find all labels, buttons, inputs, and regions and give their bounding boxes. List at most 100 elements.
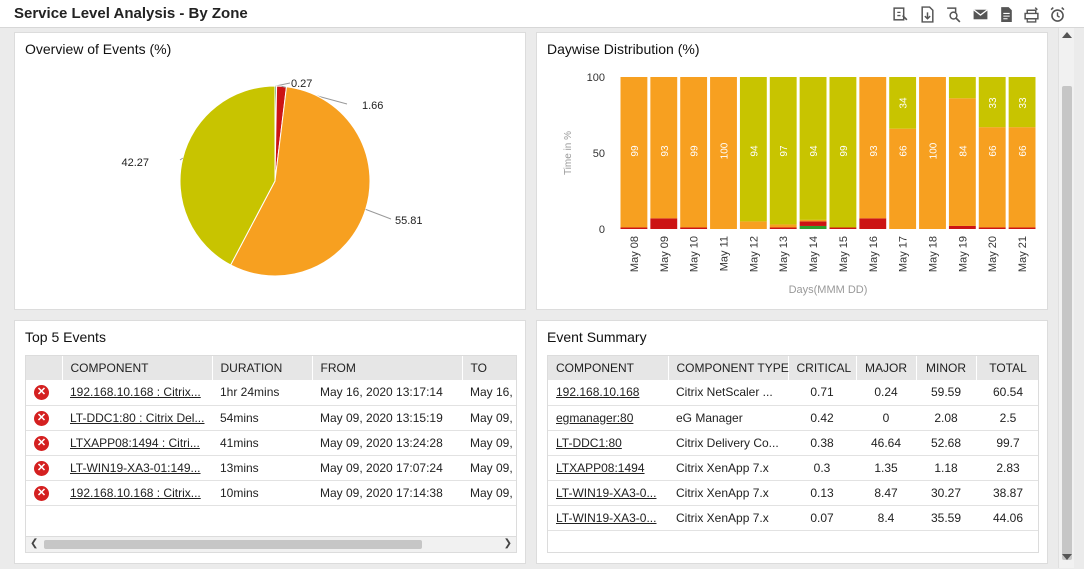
scrollbar-thumb[interactable]	[44, 540, 422, 549]
bar-segment[interactable]	[680, 227, 708, 229]
top5-column-header[interactable]: TO	[462, 356, 516, 380]
bar-value-label: 100	[929, 142, 940, 159]
summary-title: Event Summary	[547, 329, 647, 345]
bar-segment[interactable]	[769, 227, 797, 229]
bar-value-label: 97	[779, 145, 790, 157]
bar-segment[interactable]	[829, 77, 857, 228]
component-link[interactable]: LT-DDC1:80 : Citrix Del...	[62, 405, 212, 431]
bar-segment[interactable]	[799, 219, 827, 222]
major-cell: 8.4	[856, 505, 916, 531]
pie-slice-label: 0.27	[291, 78, 312, 90]
scroll-left-arrow[interactable]: ❮	[30, 538, 39, 549]
bar-segment[interactable]	[1008, 127, 1036, 228]
bar-segment[interactable]	[769, 224, 797, 228]
from-cell: May 09, 2020 13:24:28	[312, 430, 462, 456]
bar-segment[interactable]	[739, 221, 767, 229]
alarm-icon[interactable]	[1047, 4, 1067, 24]
summary-column-header[interactable]: MINOR	[916, 356, 977, 380]
top5-header-row: COMPONENT DURATION FROM TO	[26, 356, 516, 380]
bar-segment[interactable]	[948, 77, 976, 99]
pdf-icon[interactable]	[996, 4, 1016, 24]
bar-value-label: 66	[899, 145, 910, 157]
to-cell: May 09,	[462, 455, 516, 481]
scroll-up-arrow[interactable]	[1062, 32, 1072, 38]
bar-segment[interactable]	[1008, 77, 1036, 128]
x-tick-label: May 09	[659, 236, 671, 272]
critical-error-icon: ✕	[34, 460, 49, 476]
summary-column-header[interactable]: MAJOR	[856, 356, 917, 380]
bar-segment[interactable]	[620, 77, 648, 228]
summary-column-header[interactable]: CRITICAL	[788, 356, 857, 380]
to-cell: May 09,	[462, 430, 516, 456]
bar-segment[interactable]	[978, 227, 1006, 229]
bar-segment[interactable]	[1008, 227, 1036, 229]
bar-segment[interactable]	[650, 77, 678, 219]
top5-column-header[interactable]: COMPONENT	[62, 356, 213, 380]
bar-value-label: 66	[988, 145, 999, 157]
component-link[interactable]: LT-DDC1:80	[548, 430, 668, 456]
print-icon[interactable]	[1021, 4, 1041, 24]
summary-column-header[interactable]: TOTAL	[976, 356, 1038, 380]
title-bar: Service Level Analysis - By Zone	[0, 0, 1084, 28]
daywise-bar-chart: 0 50 100 Time in % 99 May 08 93 May 09 99 May 10 1…	[563, 72, 1036, 296]
compare-icon[interactable]	[890, 4, 910, 24]
component-link[interactable]: LT-WIN19-XA3-0...	[548, 505, 668, 531]
component-link[interactable]: LT-WIN19-XA3-0...	[548, 480, 668, 506]
bar-segment[interactable]	[889, 128, 917, 229]
bar-segment[interactable]	[680, 77, 708, 228]
bar-segment[interactable]	[799, 221, 827, 226]
bar-segment[interactable]	[769, 77, 797, 225]
summary-table-wrapper: COMPONENT COMPONENT TYPE CRITICAL MAJOR …	[547, 355, 1039, 553]
bar-segment[interactable]	[978, 77, 1006, 128]
scrollbar-thumb[interactable]	[1062, 86, 1072, 560]
bar-segment[interactable]	[710, 77, 737, 229]
bar-segment[interactable]	[889, 77, 917, 129]
bar-segment[interactable]	[978, 127, 1006, 228]
table-row: LT-WIN19-XA3-0... Citrix XenApp 7.x 0.13…	[548, 480, 1038, 506]
summary-column-header[interactable]: COMPONENT	[548, 356, 669, 380]
bar-segment[interactable]	[948, 225, 976, 229]
bar-segment[interactable]	[919, 77, 946, 229]
minor-cell: 1.18	[916, 455, 976, 481]
component-type-cell: Citrix Delivery Co...	[668, 430, 788, 456]
top5-title: Top 5 Events	[25, 329, 106, 345]
major-cell: 0	[856, 405, 916, 431]
to-cell: May 09,	[462, 405, 516, 431]
top5-column-header[interactable]: FROM	[312, 356, 463, 380]
top5-horizontal-scrollbar[interactable]: ❮ ❯	[25, 537, 517, 553]
bar-segment[interactable]	[739, 77, 767, 222]
component-type-cell: Citrix XenApp 7.x	[668, 505, 788, 531]
page-vertical-scrollbar[interactable]	[1058, 28, 1074, 568]
bar-segment[interactable]	[799, 77, 827, 220]
search-report-icon[interactable]	[943, 4, 963, 24]
component-link[interactable]: LTXAPP08:1494	[548, 455, 668, 481]
component-link[interactable]: LT-WIN19-XA3-01:149...	[62, 455, 212, 481]
bar-segment[interactable]	[859, 218, 887, 229]
critical-error-icon: ✕	[34, 410, 49, 426]
scroll-down-arrow[interactable]	[1062, 554, 1072, 560]
component-link[interactable]: 192.168.10.168 : Citrix...	[62, 480, 212, 506]
download-icon[interactable]	[917, 4, 937, 24]
bar-segment[interactable]	[799, 225, 827, 229]
component-link[interactable]: 192.168.10.168 : Citrix...	[62, 380, 212, 406]
scroll-right-arrow[interactable]: ❯	[503, 538, 512, 549]
bar-segment[interactable]	[859, 77, 887, 219]
component-link[interactable]: egmanager:80	[548, 405, 668, 431]
bar-segment[interactable]	[650, 218, 678, 229]
component-type-cell: Citrix NetScaler ...	[668, 380, 788, 406]
duration-cell: 41mins	[212, 430, 312, 456]
x-axis-label: Days(MMM DD)	[789, 284, 868, 296]
component-link[interactable]: 192.168.10.168	[548, 380, 668, 406]
bar-segment[interactable]	[948, 98, 976, 226]
x-tick-label: May 10	[689, 236, 701, 272]
component-link[interactable]: LTXAPP08:1494 : Citri...	[62, 430, 212, 456]
pie-slice[interactable]	[229, 86, 371, 277]
bar-value-label: 100	[720, 142, 731, 159]
email-icon[interactable]	[970, 4, 990, 24]
top5-column-header[interactable]: DURATION	[212, 356, 313, 380]
x-tick-label: May 11	[719, 236, 731, 271]
bar-segment[interactable]	[829, 227, 857, 229]
y-tick-label: 100	[587, 72, 605, 84]
bar-segment[interactable]	[620, 227, 648, 229]
summary-column-header[interactable]: COMPONENT TYPE	[668, 356, 789, 380]
